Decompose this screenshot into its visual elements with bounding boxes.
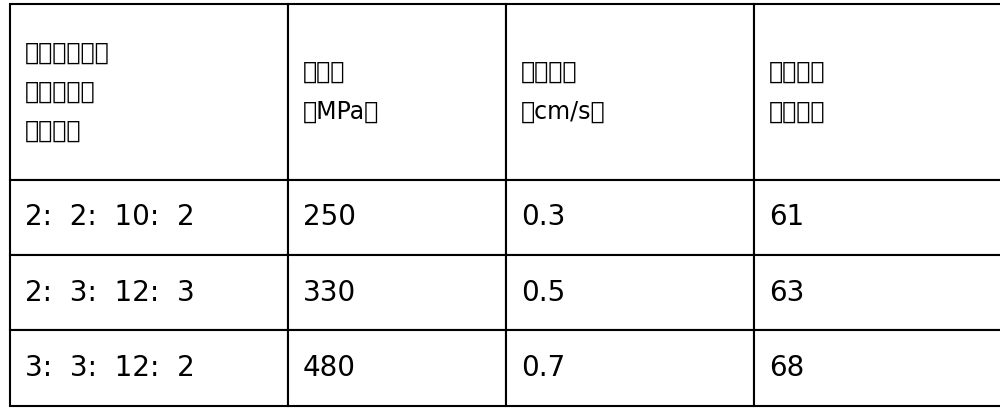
Bar	[288, 330, 506, 406]
Text: 63: 63	[769, 279, 804, 307]
Bar	[288, 180, 506, 255]
Text: 3:  3:  12:  2: 3: 3: 12: 2	[25, 354, 195, 382]
Bar	[754, 4, 1000, 180]
Text: 振动速度
（cm/s）: 振动速度 （cm/s）	[521, 60, 606, 123]
Text: 68: 68	[769, 354, 804, 382]
Bar	[10, 180, 288, 255]
Text: 480: 480	[303, 354, 356, 382]
Bar	[288, 4, 506, 180]
Text: 压力波
（MPa）: 压力波 （MPa）	[303, 60, 379, 123]
Bar	[754, 255, 1000, 330]
Bar	[506, 255, 754, 330]
Bar	[754, 330, 1000, 406]
Bar	[288, 255, 506, 330]
Text: 噪音等级
（分贝）: 噪音等级 （分贝）	[769, 60, 825, 123]
Text: 0.3: 0.3	[521, 203, 565, 231]
Bar	[506, 4, 754, 180]
Text: 250: 250	[303, 203, 356, 231]
Bar	[10, 330, 288, 406]
Bar	[506, 180, 754, 255]
Text: 0.7: 0.7	[521, 354, 565, 382]
Bar	[10, 4, 288, 180]
Bar	[754, 180, 1000, 255]
Text: 0.5: 0.5	[521, 279, 565, 307]
Text: 2:  2:  10:  2: 2: 2: 10: 2	[25, 203, 194, 231]
Text: 61: 61	[769, 203, 804, 231]
Text: 硼粉、铍粉、
铝粉和镁粉
的重量比: 硼粉、铍粉、 铝粉和镁粉 的重量比	[25, 41, 110, 143]
Bar	[506, 330, 754, 406]
Text: 2:  3:  12:  3: 2: 3: 12: 3	[25, 279, 195, 307]
Text: 330: 330	[303, 279, 356, 307]
Bar	[10, 255, 288, 330]
